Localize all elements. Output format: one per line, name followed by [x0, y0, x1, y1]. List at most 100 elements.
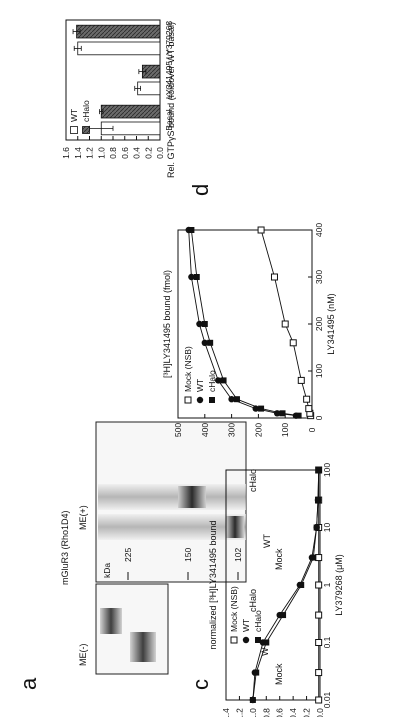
- chart-b-ytick-label: 300: [227, 423, 237, 437]
- chart-d-category-label: LY341495: [164, 61, 174, 99]
- chart-b-point: [295, 412, 302, 419]
- chart-c-point: [280, 612, 287, 619]
- chart-c-legend-label: Mock (NSB): [229, 586, 239, 632]
- band-left-wt: [130, 632, 156, 662]
- chart-c-xtick-label: 100: [322, 463, 332, 477]
- band-right-wt: [226, 516, 244, 538]
- chart-c-ytick-label: 1.2: [234, 708, 244, 717]
- chart-d-category-label: Basal: [164, 109, 174, 130]
- chart-b-legend-marker: [196, 396, 204, 404]
- chart-d-bar: [137, 81, 161, 96]
- chart-d-ytick-label: 0.6: [120, 147, 130, 159]
- chart-c-ytick-label: 0.6: [275, 708, 285, 717]
- chart-b-point: [273, 410, 281, 417]
- chart-b-xtick-label: 0: [314, 415, 324, 420]
- chart-b-xlabel: LY341495 (nM): [326, 293, 336, 354]
- chart-b-point: [270, 273, 278, 281]
- chart-b-point: [279, 410, 286, 417]
- marker-150: 150: [183, 548, 193, 562]
- marker-102: 102: [233, 548, 243, 562]
- chart-c-point: [315, 696, 323, 704]
- chart-b-legend-label: Mock (NSB): [183, 346, 193, 392]
- panel-letter-d: d: [188, 184, 213, 196]
- chart-d-legend-swatch: [70, 126, 78, 134]
- band-right-chalo: [178, 486, 206, 508]
- chart-d-ytick-label: 1.4: [73, 147, 83, 159]
- chart-c-xtick-label: 0.01: [322, 691, 332, 708]
- chart-c-xtick-label: 10: [322, 523, 332, 533]
- blot-kda-label: kDa: [102, 563, 112, 578]
- chart-b-point: [201, 321, 208, 327]
- chart-b-ytick-label: 100: [280, 423, 290, 437]
- chart-d-ytick-label: 1.2: [85, 147, 95, 159]
- chart-b-point: [289, 339, 297, 347]
- smear-right-wt: [98, 514, 246, 540]
- chart-c-point: [315, 611, 323, 619]
- chart-c-xtick-label: 0.1: [322, 636, 332, 648]
- chart-c-legend-label: WT: [241, 619, 251, 632]
- chart-c-point: [249, 697, 256, 703]
- chart-b-point: [196, 320, 203, 328]
- chart-b-point: [305, 405, 313, 413]
- panel-letter-c: c: [188, 679, 213, 690]
- chart-c-ytick-label: 0.8: [261, 708, 271, 717]
- chart-b-point: [228, 396, 235, 403]
- chart-b-ylabel: [³H]LY341495 bound (fmol): [162, 270, 172, 378]
- chart-c-xlabel: LY379268 (μM): [334, 554, 344, 616]
- chart-c-point: [315, 581, 323, 589]
- chart-b-point: [207, 339, 214, 346]
- chart-d-ytick-label: 1.0: [96, 147, 106, 159]
- chart-c-legend-marker: [230, 636, 238, 644]
- chart-d-bar: [77, 41, 161, 56]
- chart-c-point: [315, 669, 323, 677]
- chart-c-legend-marker: [242, 636, 250, 644]
- chart-b-xtick-label: 300: [314, 270, 324, 284]
- chart-c-series-line: [252, 469, 320, 701]
- chart-c-point: [298, 582, 305, 588]
- chart-c-point: [310, 554, 317, 561]
- chart-d-ylabel: Rel. GTPγS bound (foldover WT basal): [166, 22, 176, 178]
- chart-c-xtick-label: 1: [322, 582, 332, 587]
- blot-group-left: ME(-): [78, 644, 88, 667]
- chart-d-ytick-label: 1.6: [61, 147, 71, 159]
- chart-d-ytick-label: 0.4: [132, 147, 142, 159]
- lane-right-wt: WT: [262, 534, 272, 548]
- chart-c-point: [315, 467, 322, 473]
- chart-c-ylabel: normalized [³H]LY341495 bound: [208, 521, 218, 650]
- chart-c-competition-curve: 0.00.2 0.40.6 0.81.0 1.21.4 0.01 0.1 1 10 100 nor…: [208, 463, 344, 717]
- chart-b-point: [258, 405, 265, 412]
- chart-c-legend-marker: [255, 637, 261, 643]
- chart-d-bar: [76, 24, 161, 39]
- chart-b-point: [257, 226, 265, 234]
- lane-right-mock: Mock: [274, 548, 284, 570]
- band-left-chalo: [100, 608, 122, 634]
- chart-b-legend-label: cHalo: [207, 370, 217, 392]
- chart-c-ytick-label: 0.4: [288, 708, 298, 717]
- chart-b-point: [303, 395, 311, 403]
- chart-b-point: [201, 339, 208, 346]
- chart-d-ytick-label: 0.0: [155, 147, 165, 159]
- chart-d-legend-label: cHalo: [81, 100, 91, 122]
- chart-c-point: [253, 669, 260, 676]
- chart-b-point: [188, 273, 195, 281]
- western-blot: mGluR3 (Rho1D4) ME(-) ME(+) kDa 225 150 …: [60, 421, 284, 685]
- blot-title: mGluR3 (Rho1D4): [60, 510, 70, 585]
- chart-b-xtick-label: 100: [314, 364, 324, 378]
- chart-d-legend-swatch: [82, 126, 90, 134]
- chart-b-legend-marker: [209, 397, 215, 403]
- chart-b-ytick-label: 0: [307, 427, 317, 432]
- chart-b-legend-marker: [184, 396, 192, 404]
- chart-b-ytick-label: 400: [200, 423, 210, 437]
- chart-b-point: [233, 396, 240, 403]
- lane-right-chalo: cHalo: [248, 469, 258, 492]
- chart-c-legend-label: cHalo: [253, 610, 263, 632]
- chart-b-point: [220, 377, 227, 384]
- chart-b-ytick-label: 500: [173, 423, 183, 437]
- chart-b-xtick-label: 400: [314, 223, 324, 237]
- chart-d-legend-label: WT: [69, 109, 79, 122]
- chart-b-legend-label: WT: [195, 379, 205, 392]
- chart-c-ytick-label: 1.0: [248, 708, 258, 717]
- chart-b-ytick-label: 200: [253, 423, 263, 437]
- chart-c-point: [315, 639, 323, 646]
